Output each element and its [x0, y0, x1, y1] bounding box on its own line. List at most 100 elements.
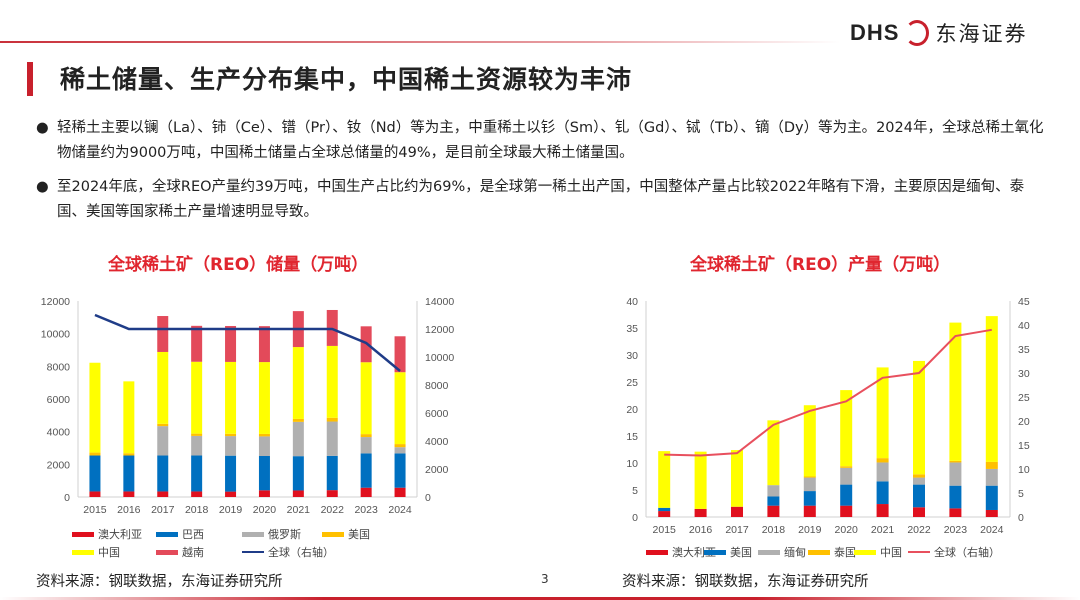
- y2-tick-label: 10000: [425, 352, 454, 364]
- x-tick-label: 2016: [117, 504, 141, 516]
- y-tick-label: 6000: [47, 394, 71, 406]
- bar-segment-中国: [949, 322, 962, 461]
- bar-segment-澳大利亚: [225, 491, 237, 497]
- title-accent-bar: [27, 62, 33, 96]
- bar-segment-巴西: [326, 455, 338, 491]
- x-tick-label: 2016: [689, 524, 713, 536]
- logo-text-en: DHS: [850, 20, 900, 45]
- page-number: 3: [541, 572, 549, 586]
- bar-segment-俄罗斯: [157, 426, 169, 456]
- y2-tick-label: 15: [1018, 440, 1030, 452]
- y2-tick-label: 2000: [425, 464, 449, 476]
- y-tick-label: 8000: [47, 361, 71, 373]
- y2-tick-label: 45: [1018, 296, 1030, 308]
- bar-segment-中国: [191, 361, 203, 434]
- bar-segment-美国: [191, 433, 203, 436]
- bar-segment-越南: [225, 325, 237, 362]
- chart-title-production: 全球稀土矿（REO）产量（万吨）: [690, 255, 951, 275]
- legend-item: 全球（右轴）: [242, 544, 334, 560]
- y-tick-label: 10000: [41, 329, 70, 341]
- bar-segment-澳大利亚: [157, 491, 169, 497]
- x-tick-label: 2018: [762, 524, 786, 536]
- bar-segment-美国: [985, 485, 998, 510]
- bar-segment-中国: [123, 381, 135, 454]
- y2-tick-label: 6000: [425, 408, 449, 420]
- bar-segment-澳大利亚: [949, 508, 962, 517]
- bar-segment-中国: [876, 367, 889, 459]
- y2-tick-label: 0: [1018, 512, 1024, 524]
- y-tick-label: 25: [626, 377, 638, 389]
- bar-segment-泰国: [949, 460, 962, 463]
- bar-segment-中国: [658, 451, 671, 508]
- logo-text-cn: 东海证券: [935, 22, 1028, 46]
- bar-segment-澳大利亚: [840, 505, 853, 517]
- legend-item: 中国: [72, 544, 120, 560]
- bar-segment-巴西: [360, 453, 372, 488]
- bar-segment-澳大利亚: [985, 509, 998, 517]
- bar-segment-澳大利亚: [694, 508, 707, 517]
- bar-segment-美国: [913, 484, 925, 508]
- bar-segment-俄罗斯: [394, 447, 406, 454]
- bar-segment-巴西: [89, 455, 101, 492]
- x-tick-label: 2021: [871, 524, 895, 536]
- bar-segment-俄罗斯: [191, 435, 203, 456]
- x-tick-label: 2024: [388, 504, 412, 516]
- bar-segment-缅甸: [803, 477, 816, 492]
- bar-segment-美国: [803, 491, 816, 506]
- legend-swatch: [908, 551, 930, 553]
- y2-tick-label: 14000: [425, 296, 454, 308]
- bar-segment-美国: [326, 417, 338, 422]
- y-tick-label: 15: [626, 431, 638, 443]
- bullet-text: 轻稀土主要以镧（La）、铈（Ce）、镨（Pr）、钕（Nd）等为主，中重稀土以钐（…: [57, 120, 1044, 161]
- y-tick-label: 5: [632, 485, 638, 497]
- legend-label: 缅甸: [784, 546, 806, 559]
- bar-segment-泰国: [985, 461, 998, 469]
- x-tick-label: 2024: [980, 524, 1004, 536]
- legend-swatch: [758, 549, 780, 555]
- bar-segment-澳大利亚: [876, 504, 889, 517]
- bar-segment-澳大利亚: [767, 505, 780, 517]
- chart-title-reserves: 全球稀土矿（REO）储量（万吨）: [108, 255, 369, 275]
- y2-tick-label: 25: [1018, 392, 1030, 404]
- bullet-paragraph: ● 至2024年底，全球REO产量约39万吨，中国生产占比约为69%，是全球第一…: [36, 175, 1046, 225]
- dragon-logo-icon: [905, 20, 930, 46]
- legend-item: 全球（右轴）: [908, 544, 1000, 560]
- legend-label: 泰国: [834, 546, 856, 559]
- legend-label: 巴西: [182, 528, 204, 541]
- legend-label: 俄罗斯: [268, 528, 301, 541]
- bar-segment-泰国: [803, 476, 816, 478]
- legend-label: 越南: [182, 546, 204, 559]
- legend-item: 美国: [322, 526, 370, 542]
- bullet-dot-icon: ●: [36, 120, 49, 136]
- bar-segment-泰国: [876, 458, 889, 463]
- bar-segment-澳大利亚: [731, 506, 743, 517]
- bar-segment-美国: [876, 481, 889, 505]
- bar-segment-中国: [767, 420, 780, 486]
- legend-label: 澳大利亚: [672, 546, 716, 559]
- y2-tick-label: 20: [1018, 416, 1030, 428]
- bar-segment-巴西: [157, 455, 169, 492]
- bar-segment-中国: [292, 347, 304, 419]
- y-tick-label: 0: [64, 492, 70, 504]
- bar-segment-美国: [840, 484, 853, 506]
- bar-segment-越南: [258, 326, 270, 363]
- bar-segment-中国: [840, 390, 853, 467]
- bar-segment-巴西: [225, 455, 237, 492]
- series-line-total: [664, 328, 992, 457]
- series-line-total: [94, 313, 401, 372]
- y-tick-label: 4000: [47, 427, 71, 439]
- legend-item: 越南: [156, 544, 204, 560]
- source-note: 资料来源：钢联数据，东海证券研究所: [622, 574, 869, 590]
- footer-divider: [0, 597, 1080, 600]
- x-tick-label: 2021: [287, 504, 311, 516]
- y-tick-label: 20: [626, 404, 638, 416]
- legend-swatch: [156, 531, 178, 537]
- bar-segment-美国: [767, 496, 780, 506]
- bar-segment-澳大利亚: [326, 490, 338, 497]
- legend-label: 全球（右轴）: [934, 546, 1000, 559]
- bar-segment-中国: [360, 362, 372, 435]
- y2-tick-label: 0: [425, 492, 431, 504]
- bar-segment-俄罗斯: [292, 421, 304, 457]
- bar-segment-中国: [694, 451, 707, 509]
- bar-segment-美国: [123, 453, 135, 456]
